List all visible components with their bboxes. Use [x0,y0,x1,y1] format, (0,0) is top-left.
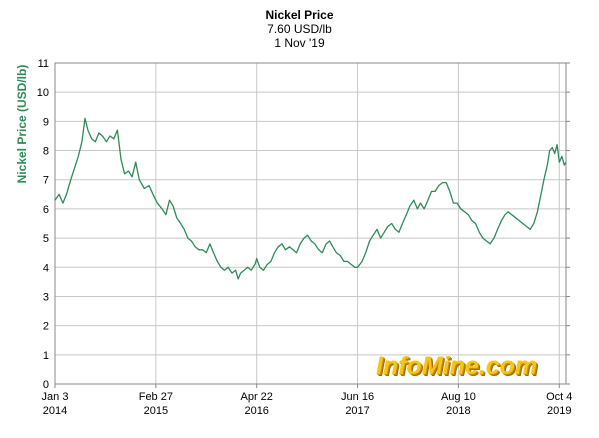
chart-header: Nickel Price 7.60 USD/lb 1 Nov '19 [0,8,599,50]
y-tick-label: 9 [43,116,49,128]
x-tick-label-month: Jan 3 [42,391,69,403]
x-tick-label-month: Aug 10 [441,391,476,403]
x-tick-label-year: 2015 [144,405,168,417]
x-tick-label-month: Jun 16 [341,391,374,403]
y-tick-label: 1 [43,350,49,362]
infomine-watermark: InfoMine.com [376,352,538,380]
y-tick-label: 0 [43,379,49,391]
current-date: 1 Nov '19 [274,36,325,50]
y-tick-label: 7 [43,175,49,187]
x-axis-ticks: Jan 3 2014 Feb 27 2015 Apr 22 2016 Jun 16 2017 A… [42,384,572,417]
y-tick-label: 3 [43,291,49,303]
x-tick-label-month: Apr 22 [240,391,272,403]
y-tick-label: 5 [43,233,49,245]
grid-lines [54,62,566,385]
y-tick-label: 10 [37,87,49,99]
y-tick-label: 2 [43,321,49,333]
y-tick-label: 4 [43,262,49,274]
x-tick-label-year: 2016 [244,405,268,417]
y-tick-label: 11 [38,58,49,70]
y-tick-label: 8 [43,146,49,158]
y-axis-ticks: 0 1 2 3 4 5 6 7 8 9 10 11 [37,58,570,391]
price-series-line [54,117,567,280]
chart-title: Nickel Price [265,8,334,22]
y-tick-label: 6 [43,204,49,216]
plot-frame [54,62,567,385]
x-tick-label-year: 2018 [446,405,470,417]
x-tick-label-month: Feb 27 [139,391,173,403]
x-tick-label-year: 2019 [547,405,571,417]
y-axis-label: Nickel Price (USD/lb) [15,65,29,184]
x-tick-label-year: 2017 [345,405,369,417]
x-tick-label-month: Oct 4 [546,391,572,403]
x-tick-label-year: 2014 [43,405,67,417]
current-price: 7.60 USD/lb [267,22,332,36]
